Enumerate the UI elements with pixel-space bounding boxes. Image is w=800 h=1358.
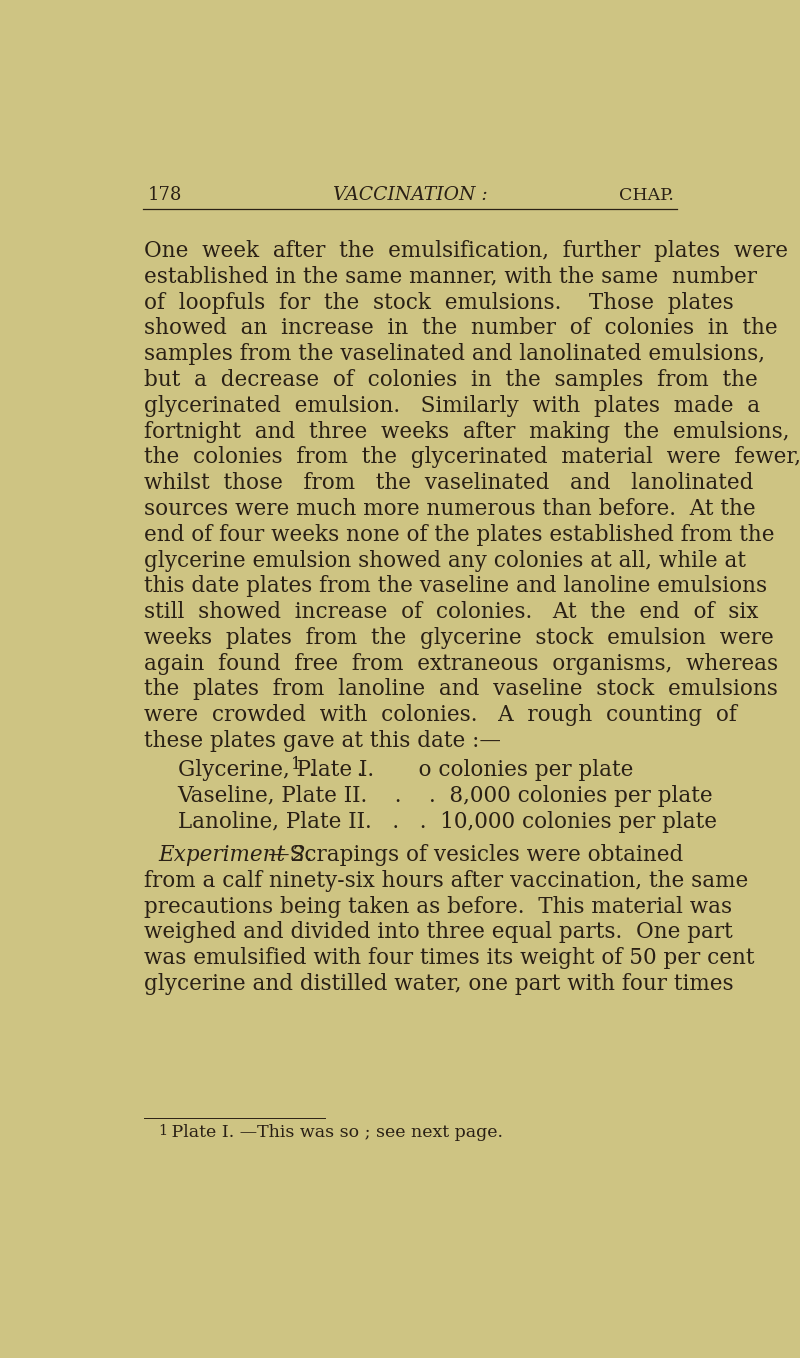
Text: these plates gave at this date :—: these plates gave at this date :— [144, 731, 501, 752]
Text: were  crowded  with  colonies.   A  rough  counting  of: were crowded with colonies. A rough coun… [144, 705, 737, 727]
Text: this date plates from the vaseline and lanoline emulsions: this date plates from the vaseline and l… [144, 576, 767, 598]
Text: 178: 178 [148, 186, 182, 204]
Text: —Scrapings of vesicles were obtained: —Scrapings of vesicles were obtained [268, 845, 683, 866]
Text: of  loopfuls  for  the  stock  emulsions.    Those  plates: of loopfuls for the stock emulsions. Tho… [144, 292, 734, 314]
Text: fortnight  and  three  weeks  after  making  the  emulsions,: fortnight and three weeks after making t… [144, 421, 790, 443]
Text: from a calf ninety-six hours after vaccination, the same: from a calf ninety-six hours after vacci… [144, 870, 749, 892]
Text: Vaseline, Plate II.    .    .  8,000 colonies per plate: Vaseline, Plate II. . . 8,000 colonies p… [178, 785, 713, 807]
Text: Experiment 2.: Experiment 2. [158, 845, 313, 866]
Text: whilst  those   from   the  vaselinated   and   lanolinated: whilst those from the vaselinated and la… [144, 473, 754, 494]
Text: established in the same manner, with the same  number: established in the same manner, with the… [144, 266, 757, 288]
Text: the  colonies  from  the  glycerinated  material  were  fewer,: the colonies from the glycerinated mater… [144, 447, 800, 469]
Text: glycerine and distilled water, one part with four times: glycerine and distilled water, one part … [144, 972, 734, 995]
Text: CHAP.: CHAP. [618, 187, 674, 204]
Text: glycerinated  emulsion.   Similarly  with  plates  made  a: glycerinated emulsion. Similarly with pl… [144, 395, 760, 417]
Text: but  a  decrease  of  colonies  in  the  samples  from  the: but a decrease of colonies in the sample… [144, 369, 758, 391]
Text: Lanoline, Plate II.   .   .  10,000 colonies per plate: Lanoline, Plate II. . . 10,000 colonies … [178, 811, 717, 832]
Text: VACCINATION :: VACCINATION : [333, 186, 487, 204]
Text: end of four weeks none of the plates established from the: end of four weeks none of the plates est… [144, 524, 774, 546]
Text: 1: 1 [158, 1124, 167, 1138]
Text: the  plates  from  lanoline  and  vaseline  stock  emulsions: the plates from lanoline and vaseline st… [144, 679, 778, 701]
Text: weeks  plates  from  the  glycerine  stock  emulsion  were: weeks plates from the glycerine stock em… [144, 627, 774, 649]
Text: glycerine emulsion showed any colonies at all, while at: glycerine emulsion showed any colonies a… [144, 550, 746, 572]
Text: precautions being taken as before.  This material was: precautions being taken as before. This … [144, 896, 732, 918]
Text: Glycerine, Plate I.: Glycerine, Plate I. [178, 759, 374, 781]
Text: One  week  after  the  emulsification,  further  plates  were: One week after the emulsification, furth… [144, 240, 788, 262]
Text: .      .        o colonies per plate: . . o colonies per plate [295, 759, 634, 781]
Text: sources were much more numerous than before.  At the: sources were much more numerous than bef… [144, 498, 756, 520]
Text: samples from the vaselinated and lanolinated emulsions,: samples from the vaselinated and lanolin… [144, 344, 765, 365]
Text: was emulsified with four times its weight of 50 per cent: was emulsified with four times its weigh… [144, 948, 754, 970]
Text: showed  an  increase  in  the  number  of  colonies  in  the: showed an increase in the number of colo… [144, 318, 778, 340]
Text: Plate I. —This was so ; see next page.: Plate I. —This was so ; see next page. [166, 1124, 503, 1141]
Text: still  showed  increase  of  colonies.   At  the  end  of  six: still showed increase of colonies. At th… [144, 602, 758, 623]
Text: weighed and divided into three equal parts.  One part: weighed and divided into three equal par… [144, 922, 733, 944]
Text: again  found  free  from  extraneous  organisms,  whereas: again found free from extraneous organis… [144, 653, 778, 675]
Text: 1: 1 [290, 756, 301, 773]
